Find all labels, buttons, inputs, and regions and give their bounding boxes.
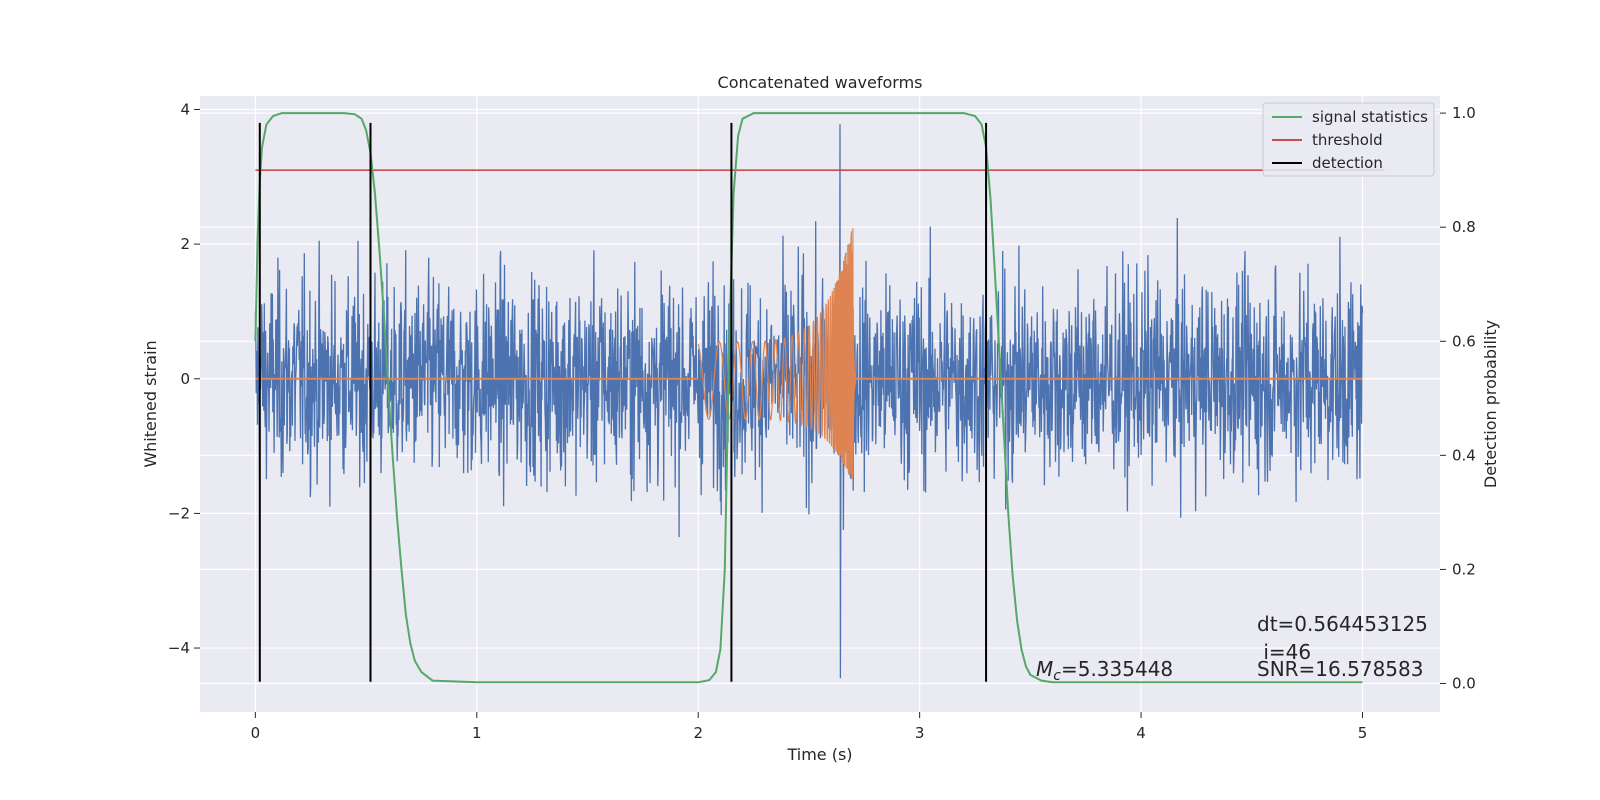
y-tick-label: 2 [180, 235, 190, 253]
legend: signal statistics threshold detection [1262, 102, 1435, 177]
annotation-chirp-mass: Mc=5.335448 [1036, 657, 1173, 684]
y-right-tick-label: 0.6 [1452, 332, 1476, 350]
y-right-tick-label: 0.2 [1452, 560, 1476, 578]
y-right-tick-label: 0.8 [1452, 218, 1476, 236]
noise-line [254, 124, 1364, 679]
chirp-mass-symbol: M [1036, 657, 1053, 681]
x-tick-label: 1 [472, 724, 482, 742]
x-axis-label: Time (s) [786, 745, 852, 764]
annotation-dt: dt=0.564453125 [1257, 612, 1428, 636]
statistics-series [254, 112, 1363, 684]
x-tick-label: 3 [915, 724, 925, 742]
chirp-mass-value: =5.335448 [1061, 657, 1173, 681]
statistics-line [254, 112, 1363, 684]
y-right-tick-label: 0.4 [1452, 446, 1476, 464]
y-tick-label: 4 [180, 100, 190, 118]
y-tick-label: 0 [180, 370, 190, 388]
template-series [255, 228, 1363, 480]
y-right-tick-label: 0.0 [1452, 674, 1476, 692]
x-tick-label: 4 [1136, 724, 1146, 742]
legend-label-statistics: signal statistics [1312, 108, 1428, 126]
x-tick-label: 5 [1358, 724, 1368, 742]
y-tick-label: −4 [168, 639, 190, 657]
chart-title: Concatenated waveforms [718, 73, 923, 92]
chirp-mass-subscript: c [1053, 668, 1061, 684]
legend-label-detection: detection [1312, 154, 1383, 172]
axis-ticks: 0 1 2 3 4 5 −4 −2 0 2 4 0.0 0.2 0.4 0.6 0.8 1.0 [168, 100, 1476, 742]
annotation-index: i=46 [1257, 640, 1311, 664]
y-tick-label: −2 [168, 504, 190, 522]
y-axis-label-right: Detection probability [1481, 320, 1500, 488]
x-tick-label: 0 [251, 724, 261, 742]
detection-series [258, 122, 988, 682]
annotation-snr: SNR=16.578583 [1257, 657, 1423, 681]
y-axis-label-left: Whitened strain [141, 340, 160, 467]
legend-box [1262, 102, 1435, 177]
x-tick-label: 2 [693, 724, 703, 742]
noise-series [254, 124, 1364, 679]
y-right-tick-label: 1.0 [1452, 104, 1476, 122]
template-chirp [697, 228, 859, 480]
legend-label-threshold: threshold [1312, 131, 1383, 149]
